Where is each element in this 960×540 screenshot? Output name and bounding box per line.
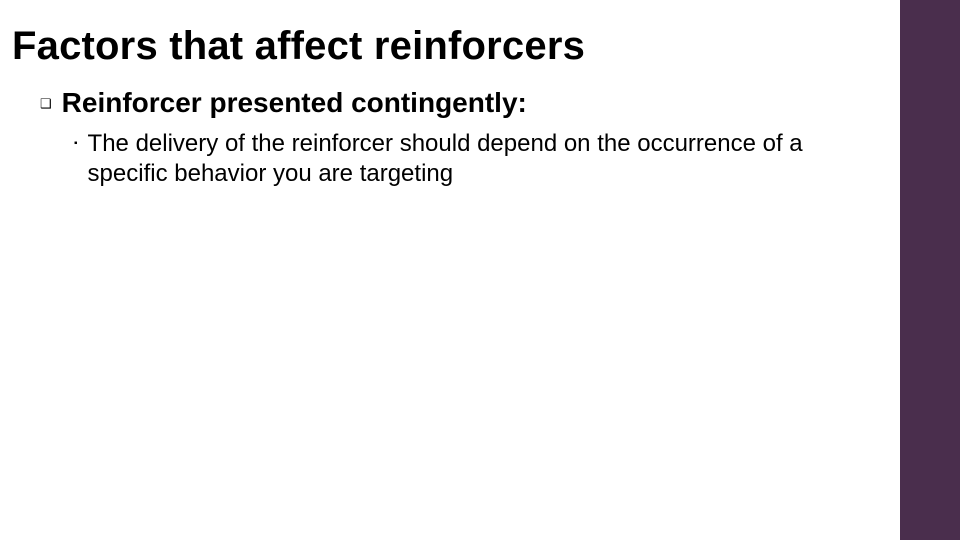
bullet-level2-item: ▪ The delivery of the reinforcer should … — [74, 129, 854, 189]
square-bullet-icon: ❑ — [40, 97, 52, 110]
bullet-level1-item: ❑ Reinforcer presented contingently: — [40, 87, 888, 119]
slide-title: Factors that affect reinforcers — [12, 24, 888, 69]
bullet-level2-text: The delivery of the reinforcer should de… — [88, 129, 854, 189]
accent-sidebar — [900, 0, 960, 540]
bullet-level1-text: Reinforcer presented contingently: — [62, 87, 527, 119]
square-small-bullet-icon: ▪ — [74, 139, 78, 149]
slide-content: Factors that affect reinforcers ❑ Reinfo… — [0, 0, 900, 540]
